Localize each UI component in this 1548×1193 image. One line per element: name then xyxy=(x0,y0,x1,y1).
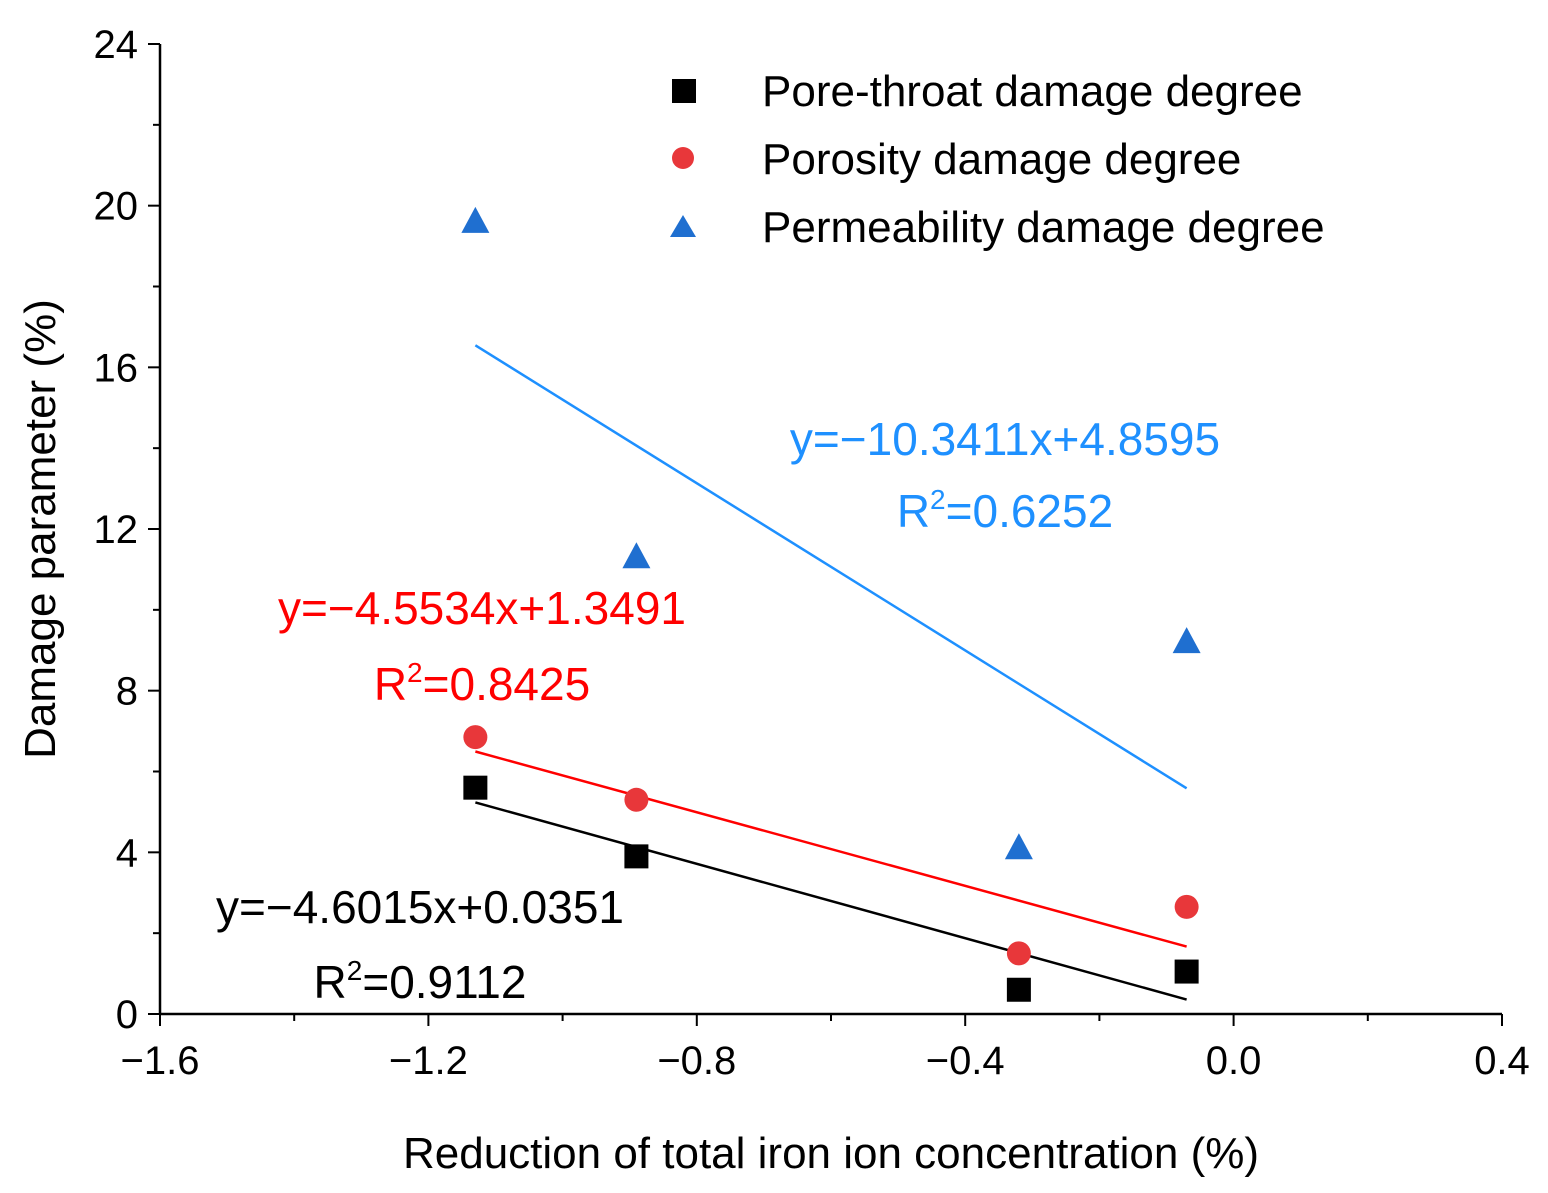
equation-pore-throat: y=−4.6015x+0.0351 R2=0.9112 xyxy=(216,881,624,1008)
r2-pore-throat-text: R2=0.9112 xyxy=(314,955,527,1008)
x-tick-label: 0.0 xyxy=(1206,1039,1262,1083)
x-tick-label: 0.4 xyxy=(1474,1039,1530,1083)
legend: Pore-throat damage degree Porosity damag… xyxy=(670,67,1325,252)
y-tick-label: 8 xyxy=(116,670,138,714)
x-tick-label: −0.4 xyxy=(926,1039,1005,1083)
point-pore-throat xyxy=(463,775,488,800)
legend-marker-pore-throat xyxy=(672,79,696,103)
equation-permeability-text: y=−10.3411x+4.8595 xyxy=(790,413,1220,465)
axis-ticks: −1.6 −1.2 −0.8 −0.4 0.0 0.4 0 4 8 12 16 20 24 xyxy=(94,23,1530,1083)
point-pore-throat xyxy=(1174,959,1199,984)
point-permeability xyxy=(1004,833,1033,860)
fit-line-porosity xyxy=(475,750,1187,948)
y-tick-label: 12 xyxy=(94,508,139,552)
r2-permeability-sup: 2 xyxy=(930,484,946,515)
r2-permeability-label: R xyxy=(897,485,930,537)
equation-porosity: y=−4.5534x+1.3491 R2=0.8425 xyxy=(278,582,686,710)
r2-porosity-sup: 2 xyxy=(407,657,423,688)
fit-line-permeability xyxy=(474,344,1188,790)
equation-permeability: y=−10.3411x+4.8595 R2=0.6252 xyxy=(790,413,1220,537)
x-tick-label: −1.6 xyxy=(121,1039,200,1083)
r2-permeability-text: R2=0.6252 xyxy=(897,484,1113,537)
equation-pore-throat-text: y=−4.6015x+0.0351 xyxy=(216,881,624,933)
point-pore-throat xyxy=(624,844,649,869)
legend-marker-permeability xyxy=(670,215,696,237)
r2-pore-throat-sup: 2 xyxy=(347,955,363,986)
legend-label-pore-throat: Pore-throat damage degree xyxy=(762,67,1303,116)
x-tick-label: −0.8 xyxy=(657,1039,736,1083)
point-pore-throat xyxy=(1006,977,1031,1002)
r2-pore-throat-value: =0.9112 xyxy=(362,956,526,1008)
y-tick-label: 20 xyxy=(94,185,139,229)
legend-label-porosity: Porosity damage degree xyxy=(762,135,1241,184)
y-tick-label: 16 xyxy=(94,346,139,390)
data-points xyxy=(461,206,1201,1002)
y-axis-label: Damage parameter (%) xyxy=(16,299,65,759)
fit-line-pore-throat xyxy=(475,801,1187,1001)
r2-porosity-text: R2=0.8425 xyxy=(374,657,590,710)
point-porosity xyxy=(1006,941,1031,966)
y-tick-label: 0 xyxy=(116,993,138,1037)
legend-marker-porosity xyxy=(672,147,694,169)
point-porosity xyxy=(624,787,649,812)
r2-porosity-value: =0.8425 xyxy=(423,658,591,710)
fit-lines xyxy=(474,344,1188,1001)
point-permeability xyxy=(622,542,651,569)
point-porosity xyxy=(463,725,488,750)
equation-porosity-text: y=−4.5534x+1.3491 xyxy=(278,582,686,634)
point-permeability xyxy=(1172,627,1201,654)
y-tick-label: 4 xyxy=(116,831,138,875)
y-tick-label: 24 xyxy=(94,23,139,67)
r2-pore-throat-label: R xyxy=(314,956,347,1008)
x-tick-label: −1.2 xyxy=(389,1039,468,1083)
legend-label-permeability: Permeability damage degree xyxy=(762,203,1325,252)
x-axis-label: Reduction of total iron ion concentratio… xyxy=(403,1129,1259,1178)
r2-permeability-value: =0.6252 xyxy=(946,485,1114,537)
r2-porosity-label: R xyxy=(374,658,407,710)
point-permeability xyxy=(461,206,490,233)
point-porosity xyxy=(1174,894,1199,919)
